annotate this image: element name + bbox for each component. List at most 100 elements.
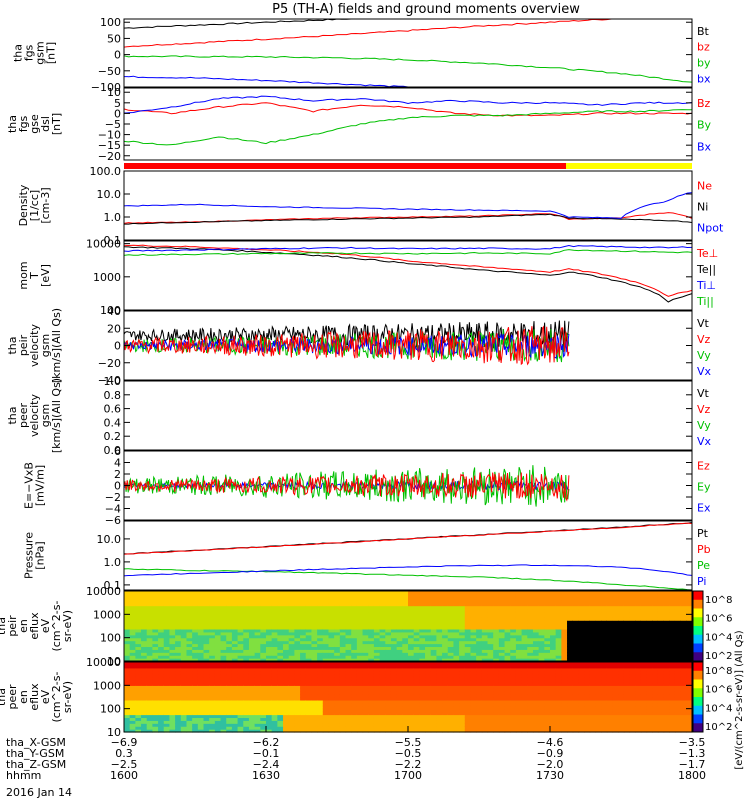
heatmap-cell xyxy=(544,673,551,678)
heatmap-cell xyxy=(487,652,494,656)
heatmap-cell xyxy=(680,623,687,627)
heatmap-cell xyxy=(180,649,188,653)
heatmap-cell xyxy=(476,667,483,672)
heatmap-cell xyxy=(436,637,443,642)
heatmap-cell xyxy=(322,694,330,698)
heatmap-cell xyxy=(322,726,330,730)
heatmap-cell xyxy=(385,694,392,698)
heatmap-cell xyxy=(197,682,205,686)
heatmap-cell xyxy=(254,679,261,684)
heatmap-cell xyxy=(640,688,648,692)
heatmap-cell xyxy=(214,705,222,710)
heatmap-cell xyxy=(288,602,295,607)
heatmap-cell xyxy=(532,620,540,624)
heatmap-cell xyxy=(567,702,574,707)
heatmap-cell xyxy=(504,679,511,684)
heatmap-cell xyxy=(379,626,386,630)
heatmap-cell xyxy=(419,591,426,595)
heatmap-cell xyxy=(567,605,574,610)
heatmap-cell xyxy=(618,714,625,719)
heatmap-cell xyxy=(373,626,381,630)
heatmap-cell xyxy=(141,643,148,648)
heatmap-cell xyxy=(442,611,449,615)
heatmap-cell xyxy=(652,591,659,595)
heatmap-cell xyxy=(124,605,131,610)
heatmap-cell xyxy=(175,667,182,672)
heatmap-cell xyxy=(618,634,625,639)
heatmap-cell xyxy=(629,720,636,724)
heatmap-cell xyxy=(487,691,494,695)
heatmap-cell xyxy=(612,705,619,710)
heatmap-cell xyxy=(379,664,386,669)
heatmap-cell xyxy=(493,694,500,698)
heatmap-cell xyxy=(567,679,574,684)
heatmap-cell xyxy=(379,631,386,636)
heatmap-cell xyxy=(521,634,528,639)
heatmap-cell xyxy=(493,682,500,686)
heatmap-cell xyxy=(635,664,642,669)
heatmap-cell xyxy=(158,708,165,713)
heatmap-cell xyxy=(197,679,205,684)
heatmap-cell xyxy=(635,697,642,701)
heatmap-cell xyxy=(601,614,608,618)
heatmap-cell xyxy=(277,673,284,678)
heatmap-cell xyxy=(584,679,591,684)
heatmap-cell xyxy=(674,664,682,669)
heatmap-cell xyxy=(334,729,341,733)
heatmap-cell xyxy=(652,605,659,610)
heatmap-cell xyxy=(163,717,171,721)
heatmap-cell xyxy=(277,717,284,721)
heatmap-cell xyxy=(396,685,403,689)
panel-frame xyxy=(123,590,693,662)
heatmap-cell xyxy=(504,699,511,704)
heatmap-cell xyxy=(561,623,568,627)
heatmap-cell xyxy=(192,652,199,656)
heatmap-cell xyxy=(669,591,676,595)
heatmap-cell xyxy=(192,614,199,618)
heatmap-cell xyxy=(442,620,449,624)
heatmap-cell xyxy=(334,611,341,615)
heatmap-cell xyxy=(322,631,330,636)
heatmap-cell xyxy=(300,596,307,601)
heatmap-cell xyxy=(271,602,278,607)
heatmap-cell xyxy=(158,617,165,621)
heatmap-cell xyxy=(294,688,301,692)
heatmap-cell xyxy=(669,634,676,639)
heatmap-cell xyxy=(550,634,557,639)
heatmap-cell xyxy=(430,643,437,648)
heatmap-cell xyxy=(646,664,653,669)
y-axis-label: thafgsgsedsl[nT] xyxy=(6,113,63,135)
heatmap-cell xyxy=(379,611,386,615)
heatmap-cell xyxy=(578,605,585,610)
heatmap-cell xyxy=(385,605,392,610)
heatmap-cell xyxy=(498,699,506,704)
heatmap-cell xyxy=(544,694,551,698)
heatmap-cell xyxy=(629,628,636,633)
heatmap-cell xyxy=(464,608,472,613)
heatmap-cell xyxy=(231,608,239,613)
heatmap-cell xyxy=(595,717,602,721)
heatmap-cell xyxy=(652,640,659,645)
colorbar-label: 10^8 xyxy=(705,595,732,606)
heatmap-cell xyxy=(373,667,381,672)
heatmap-cell xyxy=(589,591,597,595)
heatmap-cell xyxy=(623,691,631,695)
heatmap-cell xyxy=(419,614,426,618)
heatmap-cell xyxy=(373,720,381,724)
heatmap-cell xyxy=(186,626,193,630)
heatmap-cell xyxy=(345,655,352,659)
heatmap-cell xyxy=(214,729,222,733)
heatmap-cell xyxy=(498,643,506,648)
heatmap-cell xyxy=(180,596,188,601)
heatmap-cell xyxy=(430,649,437,653)
heatmap-cell xyxy=(152,634,159,639)
heatmap-cell xyxy=(356,714,364,719)
heatmap-cell xyxy=(248,699,256,704)
heatmap-cell xyxy=(493,658,500,662)
heatmap-cell xyxy=(487,628,494,633)
heatmap-cell xyxy=(476,702,483,707)
heatmap-cell xyxy=(163,699,171,704)
heatmap-cell xyxy=(248,708,256,713)
heatmap-cell xyxy=(175,694,182,698)
heatmap-cell xyxy=(368,685,375,689)
